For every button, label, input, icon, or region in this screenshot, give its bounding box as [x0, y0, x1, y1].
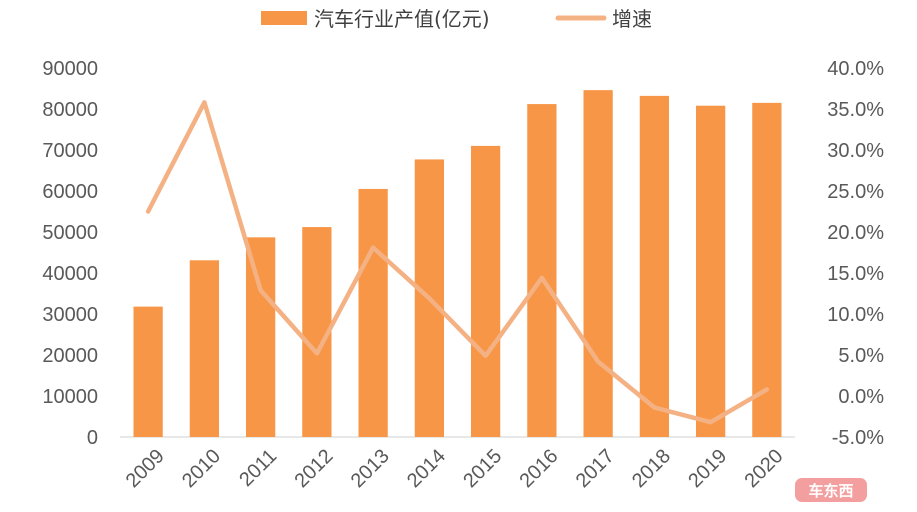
x-tick-label: 2019 — [684, 445, 731, 492]
y-right-tick-label: 20.0% — [827, 222, 884, 244]
x-tick-label: 2013 — [347, 445, 394, 492]
x-tick-label: 2020 — [740, 445, 787, 492]
bar — [133, 306, 163, 437]
x-tick-label: 2011 — [235, 445, 281, 491]
watermark-badge — [795, 478, 867, 502]
y-right-tick-label: 0.0% — [838, 386, 884, 408]
x-tick-label: 2012 — [290, 445, 337, 492]
y-right-tick-label: 30.0% — [827, 140, 884, 162]
x-tick-label: 2015 — [459, 445, 506, 492]
x-tick-label: 2010 — [178, 445, 225, 492]
bar — [471, 145, 501, 437]
x-tick-label: 2017 — [572, 445, 619, 492]
watermark-text: 车东西 — [808, 482, 853, 500]
y-left-tick-label: 90000 — [42, 58, 98, 80]
line-series — [145, 100, 770, 425]
y-left-tick-label: 30000 — [42, 304, 98, 326]
bar — [583, 90, 613, 437]
y-right-tick-label: 10.0% — [827, 304, 884, 326]
bar — [752, 102, 782, 437]
y-right-tick-label: 25.0% — [827, 181, 884, 203]
y-right-tick-label: 40.0% — [827, 58, 884, 80]
bar — [527, 104, 557, 437]
y-right-tick-label: 5.0% — [838, 345, 884, 367]
legend-swatch-bar — [261, 11, 307, 25]
bar — [358, 188, 388, 437]
x-tick-label: 2009 — [122, 445, 169, 492]
legend-label-line: 增速 — [612, 7, 652, 31]
growth-line — [145, 100, 770, 425]
watermark: 车东西 — [795, 478, 867, 502]
y-left-tick-label: 0 — [87, 427, 98, 449]
bar — [696, 105, 726, 437]
y-left-tick-label: 20000 — [42, 345, 98, 367]
legend-label-bar: 汽车行业产值(亿元) — [314, 7, 490, 31]
y-right-tick-label: 15.0% — [827, 263, 884, 285]
x-tick-label: 2018 — [628, 445, 675, 492]
x-tick-label: 2016 — [515, 445, 562, 492]
y-right-tick-label: 35.0% — [827, 99, 884, 121]
y-left-tick-label: 40000 — [42, 263, 98, 285]
bar — [189, 260, 219, 437]
y-left-tick-label: 10000 — [42, 386, 98, 408]
y-left-tick-label: 50000 — [42, 222, 98, 244]
bar-series — [133, 90, 782, 437]
y-left-tick-label: 80000 — [42, 99, 98, 121]
y-right-tick-label: -5.0% — [832, 427, 884, 449]
y-left-tick-label: 70000 — [42, 140, 98, 162]
x-tick-label: 2014 — [403, 445, 450, 492]
legend: 汽车行业产值(亿元) 增速 — [261, 7, 652, 31]
bar — [246, 237, 276, 437]
y-left-tick-label: 60000 — [42, 181, 98, 203]
bar — [639, 95, 669, 437]
